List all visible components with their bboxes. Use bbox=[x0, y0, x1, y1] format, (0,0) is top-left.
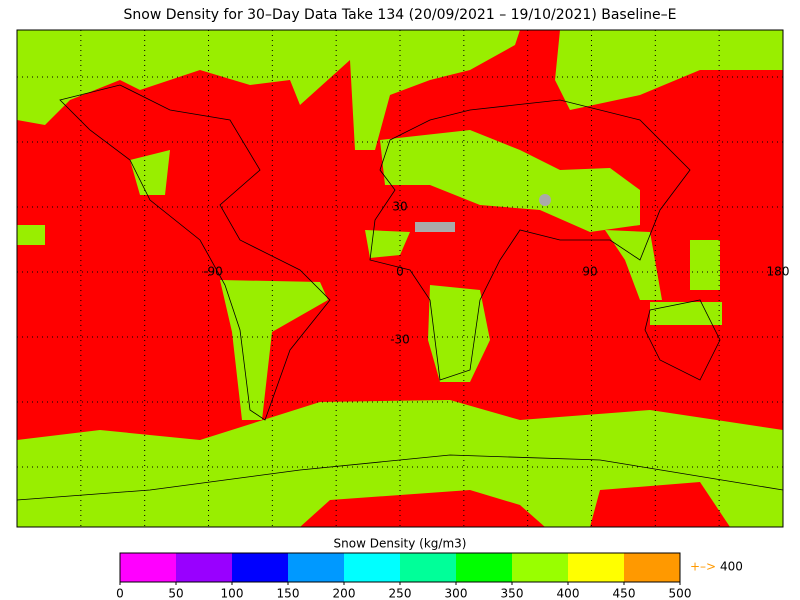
colorbar-segment bbox=[232, 553, 288, 582]
colorbar-segment bbox=[120, 553, 176, 582]
colorbar-segment bbox=[624, 553, 680, 582]
graticule-label: 30 bbox=[392, 200, 407, 214]
graticule-label: 180 bbox=[767, 265, 790, 279]
out-of-range-symbol: +–> bbox=[690, 560, 716, 574]
colorbar-tick-label: 450 bbox=[613, 587, 636, 600]
colorbar-segment bbox=[456, 553, 512, 582]
colorbar-segment bbox=[568, 553, 624, 582]
snow-area bbox=[690, 240, 720, 290]
colorbar-segment bbox=[344, 553, 400, 582]
colorbar-tick-label: 350 bbox=[501, 587, 524, 600]
snow-area bbox=[428, 285, 490, 382]
colorbar-tick-label: 250 bbox=[389, 587, 412, 600]
graticule-label: 0 bbox=[396, 265, 404, 279]
colorbar-segment bbox=[512, 553, 568, 582]
snow-area bbox=[605, 230, 662, 300]
colorbar-segment bbox=[176, 553, 232, 582]
snow-area bbox=[17, 30, 520, 150]
colorbar-tick-label: 100 bbox=[221, 587, 244, 600]
graticule-label: 90 bbox=[582, 265, 597, 279]
map bbox=[16, 29, 784, 528]
snow-area bbox=[380, 130, 640, 232]
snow-area bbox=[555, 30, 783, 110]
colorbar-tick-label: 300 bbox=[445, 587, 468, 600]
colorbar-segment bbox=[400, 553, 456, 582]
out-of-range-text: 400 bbox=[720, 560, 743, 574]
low-density-area bbox=[590, 482, 730, 527]
colorbar-tick-label: 50 bbox=[168, 587, 183, 600]
colorbar-segment bbox=[288, 553, 344, 582]
coastline bbox=[369, 99, 691, 381]
no-data-area bbox=[539, 194, 551, 206]
no-data-area bbox=[415, 222, 455, 232]
coastline bbox=[644, 299, 721, 381]
colorbar-label: Snow Density (kg/m3) bbox=[334, 537, 467, 551]
low-density-area bbox=[300, 490, 545, 527]
colorbar-tick-label: 500 bbox=[669, 587, 692, 600]
snow-area bbox=[365, 230, 410, 258]
coastline bbox=[16, 454, 784, 501]
graticule-label: -90 bbox=[203, 265, 223, 279]
graticule-label: -30 bbox=[390, 333, 410, 347]
colorbar-tick-label: 150 bbox=[277, 587, 300, 600]
colorbar-tick-label: 0 bbox=[116, 587, 124, 600]
title: Snow Density for 30–Day Data Take 134 (2… bbox=[124, 7, 677, 23]
snow-area bbox=[17, 225, 45, 245]
coastline bbox=[59, 84, 331, 421]
snow-area bbox=[130, 150, 170, 195]
colorbar-tick-label: 200 bbox=[333, 587, 356, 600]
colorbar-tick-label: 400 bbox=[557, 587, 580, 600]
